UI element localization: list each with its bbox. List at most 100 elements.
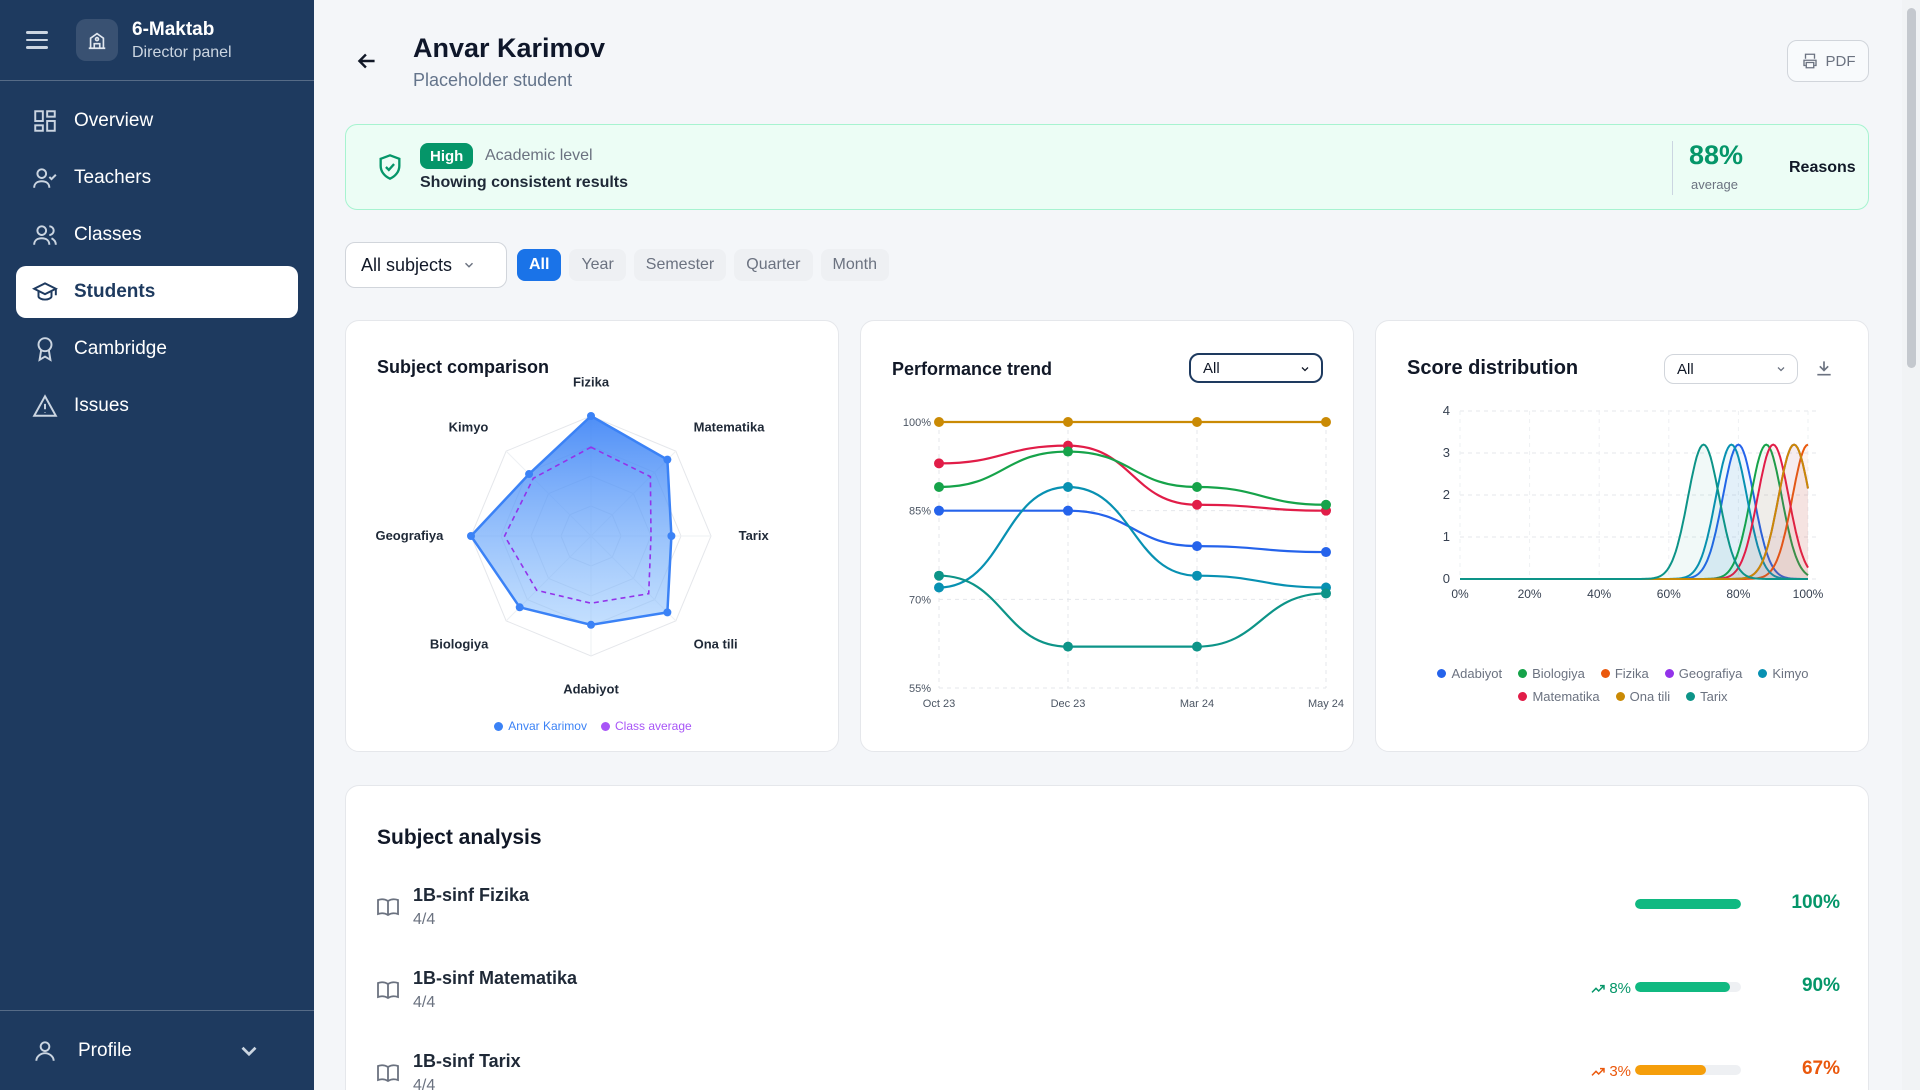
sidebar-item-cambridge[interactable]: Cambridge <box>16 323 298 375</box>
scrollbar[interactable] <box>1902 0 1920 1090</box>
trend-point <box>1321 547 1331 558</box>
card-title: Performance trend <box>892 359 1053 379</box>
trend-point <box>1192 570 1202 581</box>
legend-label: Geografiya <box>1678 666 1743 681</box>
trend-point <box>1321 588 1331 599</box>
subject-row[interactable]: 1B-sinf Matematika 4/4 8% 90% <box>346 964 1870 1034</box>
distribution-legend: Adabiyot Biologiya Fizika Geografiya Kimyo Ma… <box>1396 666 1850 704</box>
radar-legend: Anvar Karimov Class average <box>346 719 840 733</box>
y-tick-label: 2 <box>1443 487 1450 502</box>
dashboard-icon <box>34 110 56 132</box>
x-tick-label: 0% <box>1451 587 1469 601</box>
tab-all[interactable]: All <box>517 249 562 281</box>
legend-item[interactable]: Adabiyot <box>1437 666 1502 681</box>
level-label: Academic level <box>485 147 593 164</box>
printer-icon <box>1802 53 1817 69</box>
back-arrow-icon[interactable] <box>354 48 380 74</box>
trend-point <box>934 417 944 427</box>
subject-analysis-card: Subject analysis 1B-sinf Fizika 4/4 100% 1B… <box>345 785 1869 1090</box>
average-value: 88% <box>1689 140 1744 170</box>
radar-point <box>467 532 475 540</box>
trend-series-line <box>938 485 1327 589</box>
sidebar-item-overview[interactable]: Overview <box>16 95 298 147</box>
level-message: Showing consistent results <box>420 174 629 191</box>
x-tick-label: May 24 <box>1308 698 1344 710</box>
sidebar-item-students[interactable]: Students <box>16 266 298 318</box>
subject-row[interactable]: 1B-sinf Tarix 4/4 3% 67% <box>346 1047 1870 1090</box>
sidebar-item-issues[interactable]: Issues <box>16 380 298 432</box>
pdf-button[interactable]: PDF <box>1787 40 1869 82</box>
distribution-area <box>1460 444 1808 579</box>
y-tick-label: 1 <box>1443 529 1450 544</box>
y-tick-label: 0 <box>1443 571 1450 586</box>
legend-label: Biologiya <box>1532 666 1585 681</box>
trend-point <box>934 582 944 593</box>
y-tick-label: 70% <box>909 594 931 606</box>
trend-point <box>1063 482 1073 493</box>
radar-label: Geografiya <box>375 528 444 543</box>
radar-point <box>667 532 676 540</box>
tab-semester[interactable]: Semester <box>633 249 727 281</box>
user-icon <box>35 1040 55 1061</box>
profile-label: Profile <box>78 1039 132 1061</box>
radar-point <box>587 620 595 629</box>
download-icon[interactable] <box>1814 358 1834 378</box>
y-tick-label: 85% <box>909 506 931 518</box>
chevron-down-icon <box>241 1046 257 1056</box>
subject-select[interactable]: All subjects <box>345 242 507 288</box>
legend-item[interactable]: Tarix <box>1686 689 1728 704</box>
trend-point <box>1192 541 1202 552</box>
scrollbar-thumb[interactable] <box>1907 8 1916 368</box>
subject-select-value: All subjects <box>361 254 453 275</box>
chevron-down-icon <box>1777 367 1785 372</box>
x-tick-label: Mar 24 <box>1180 698 1214 710</box>
page-subtitle: Placeholder student <box>413 70 573 90</box>
trend-point <box>1321 417 1331 427</box>
trend-point <box>1192 641 1202 652</box>
subject-row[interactable]: 1B-sinf Fizika 4/4 100% <box>346 881 1870 951</box>
distribution-filter-select[interactable]: All <box>1664 354 1798 384</box>
trend-indicator: 8% <box>1590 980 1631 997</box>
y-tick-label: 55% <box>909 683 931 695</box>
trend-filter-select[interactable]: All <box>1189 353 1323 383</box>
reasons-button[interactable]: Reasons <box>1789 159 1856 176</box>
legend-item[interactable]: Matematika <box>1518 689 1600 704</box>
divider <box>1672 141 1673 195</box>
legend-item[interactable]: Ona tili <box>1615 689 1671 704</box>
section-title: Subject analysis <box>377 826 542 849</box>
y-tick-label: 4 <box>1443 403 1450 418</box>
subject-fraction: 4/4 <box>413 994 436 1011</box>
trend-value: 3% <box>1609 1063 1631 1080</box>
legend-item[interactable]: Biologiya <box>1518 666 1585 681</box>
x-tick-label: 100% <box>1793 587 1824 601</box>
legend-label: Adabiyot <box>1451 666 1503 681</box>
radar-point <box>525 470 534 479</box>
award-icon <box>37 337 53 362</box>
radar-point <box>663 608 672 617</box>
tab-quarter[interactable]: Quarter <box>734 249 813 281</box>
distribution-area <box>1460 444 1808 579</box>
trend-select-value: All <box>1203 359 1220 377</box>
chevron-down-icon <box>465 262 474 268</box>
hamburger-menu-icon[interactable] <box>26 27 52 53</box>
trend-point <box>1192 417 1202 427</box>
tab-year[interactable]: Year <box>569 249 626 281</box>
sidebar-item-teachers[interactable]: Teachers <box>16 152 298 204</box>
distribution-area <box>1460 444 1808 579</box>
legend-item[interactable]: Fizika <box>1600 666 1649 681</box>
legend-label: Ona tili <box>1629 689 1671 704</box>
trend-series-line <box>938 450 1327 506</box>
trend-point <box>1192 482 1202 493</box>
y-tick-label: 3 <box>1443 445 1450 460</box>
sidebar-item-classes[interactable]: Classes <box>16 209 298 261</box>
legend-item[interactable]: Geografiya <box>1664 666 1743 681</box>
legend-item[interactable]: Kimyo <box>1758 666 1809 681</box>
radar-chart: Fizika Matematika Tarix Ona tili Adabiyot Bio… <box>375 374 769 696</box>
x-tick-label: Dec 23 <box>1051 698 1086 710</box>
tab-month[interactable]: Month <box>820 249 889 281</box>
sidebar-item-label: Students <box>74 281 156 302</box>
graduation-cap-icon <box>32 282 58 301</box>
legend-item: Class average <box>600 719 692 733</box>
radar-point <box>515 603 524 612</box>
profile-menu[interactable]: Profile <box>0 1010 314 1090</box>
